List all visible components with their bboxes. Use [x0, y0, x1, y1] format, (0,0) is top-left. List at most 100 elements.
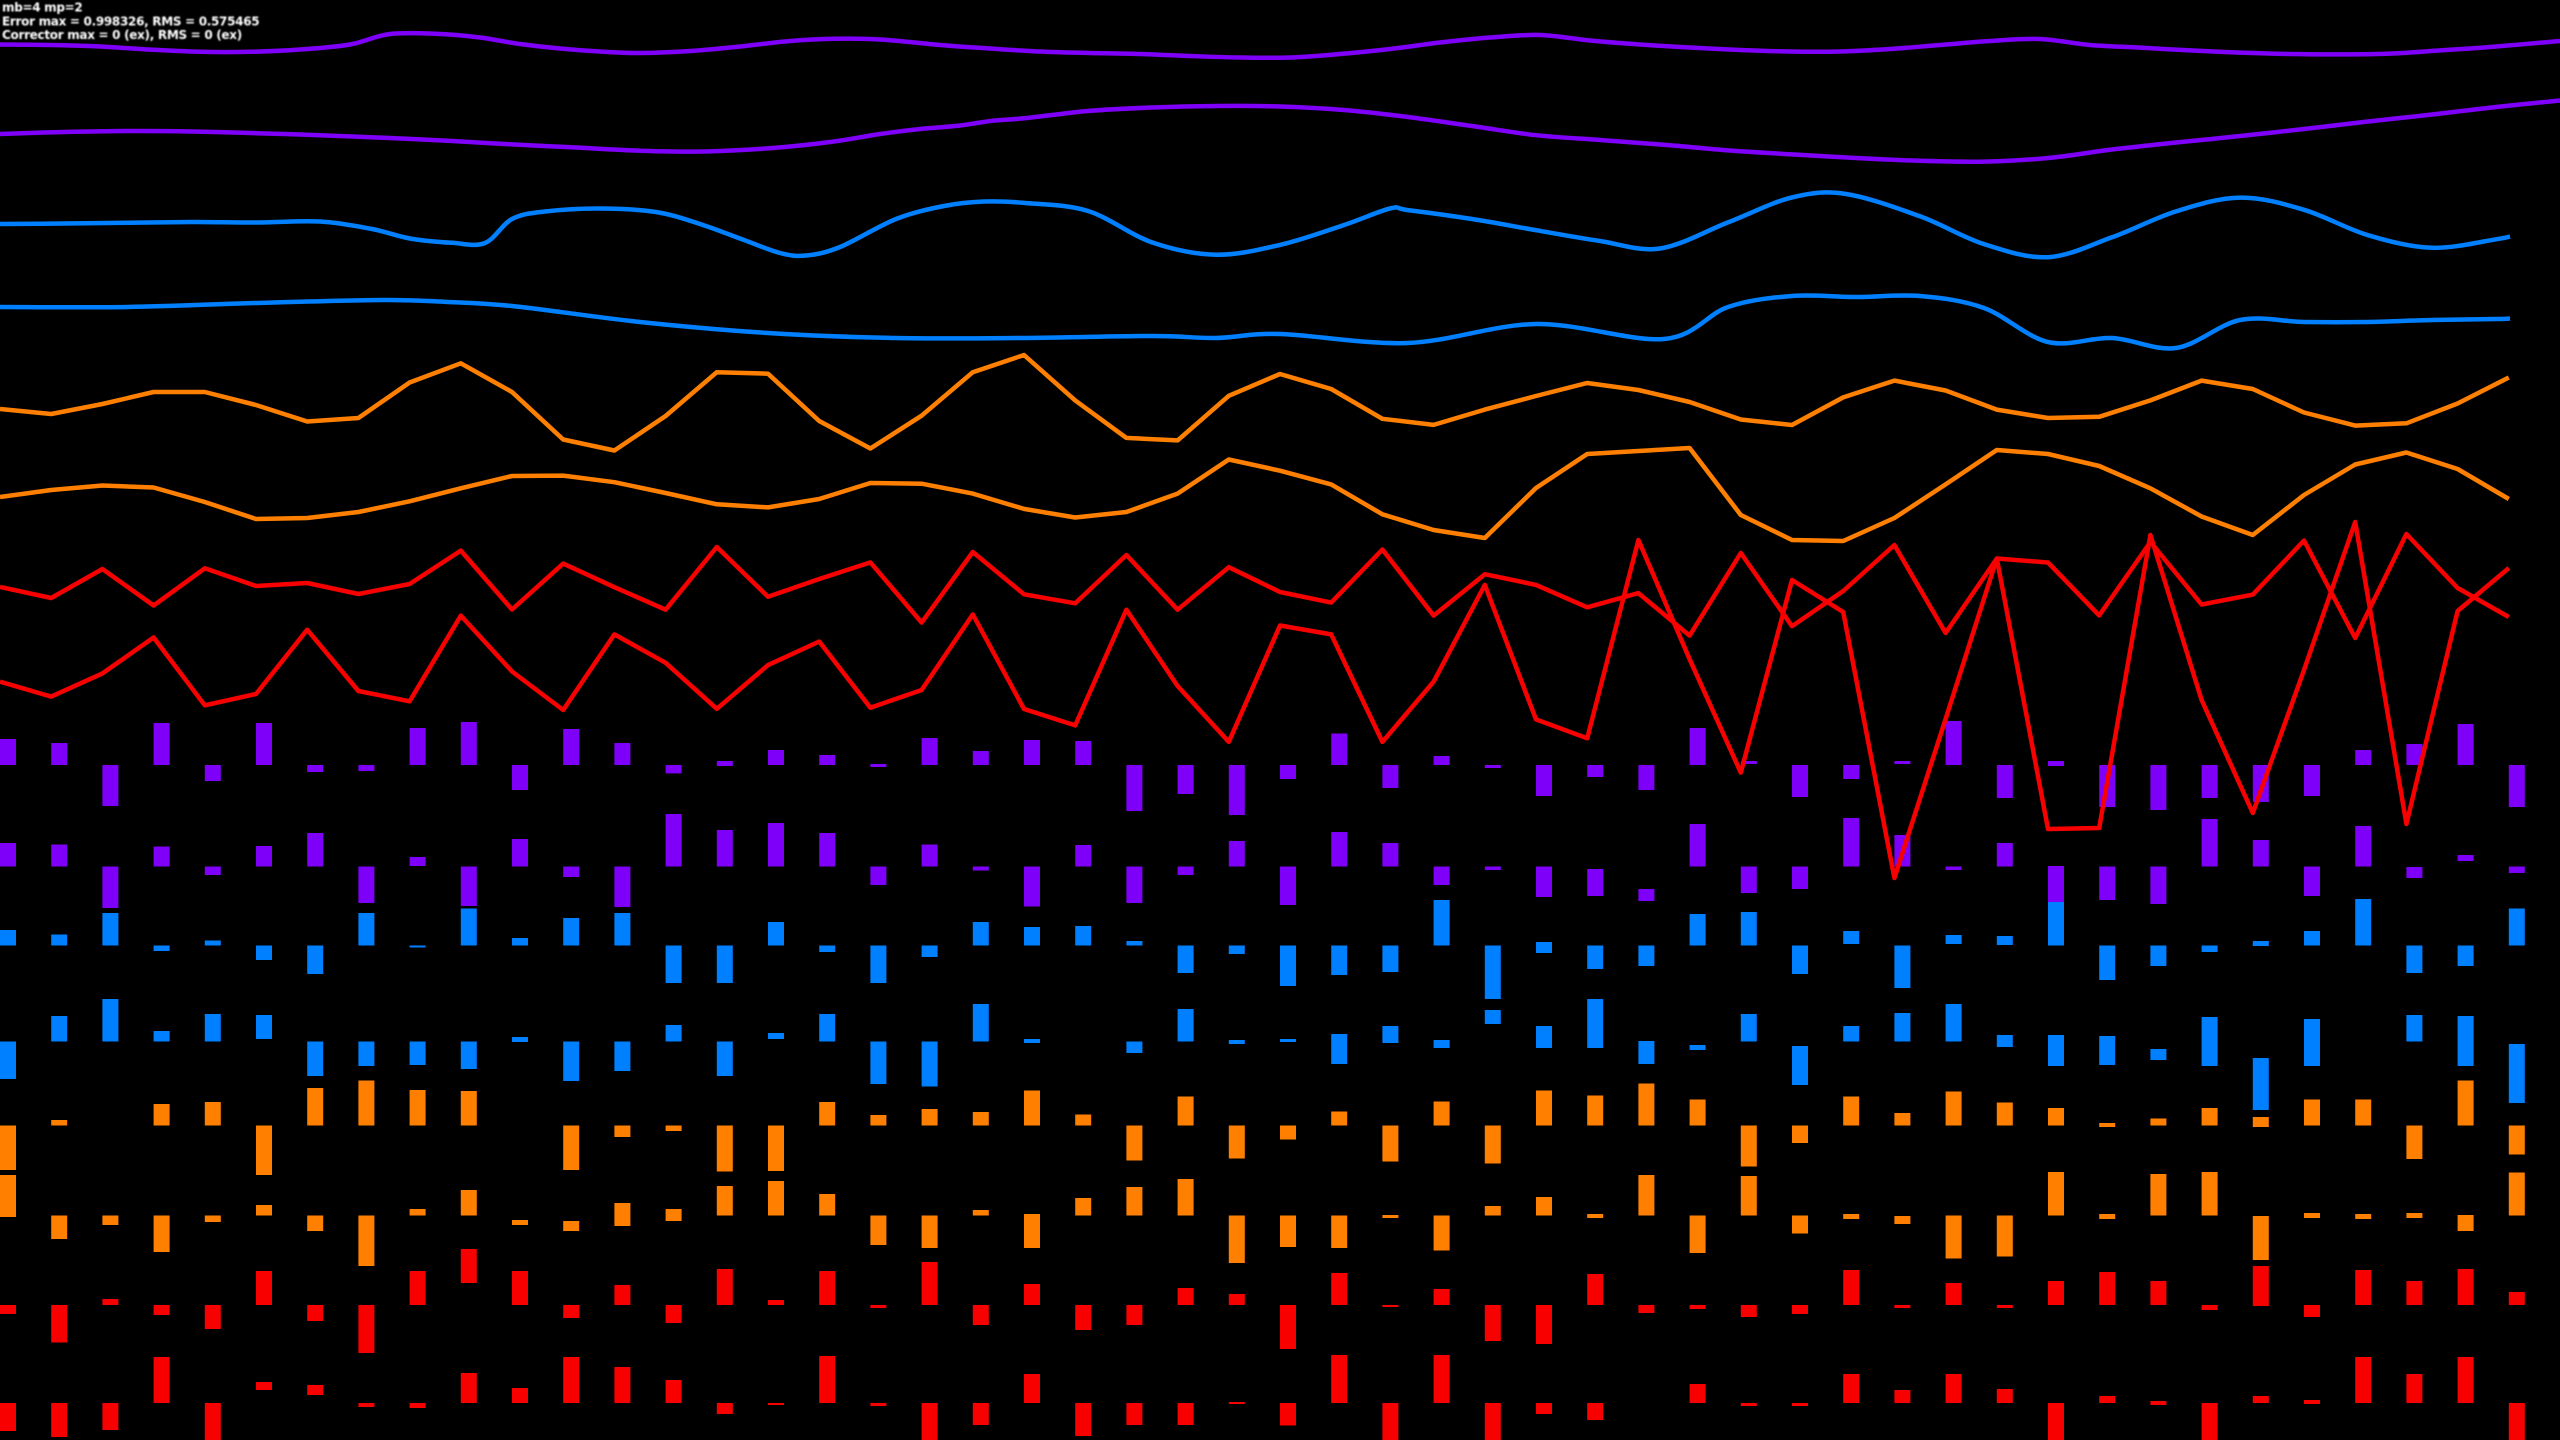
bars-1-red-bar [2457, 1269, 2474, 1305]
bars-2-purple-bar [1689, 824, 1706, 867]
bars-1-blue-bar [870, 945, 887, 983]
bars-2-red-bar [1382, 1403, 1399, 1440]
bars-1-blue-bar [1382, 945, 1399, 972]
bars-2-red-bar [2457, 1357, 2474, 1403]
bars-1-purple-bar [1433, 756, 1450, 765]
bars-2-red-bar [1792, 1403, 1808, 1406]
bars-1-orange-bar [2406, 1125, 2423, 1159]
bars-2-blue-bar [1126, 1041, 1143, 1053]
bars-1-red-bar [563, 1305, 580, 1318]
bars-1-blue-bar [0, 930, 16, 946]
bars-1-orange-bar [1075, 1114, 1092, 1126]
bars-1-blue-bar [1843, 931, 1860, 944]
bars-1-orange-bar [1382, 1125, 1399, 1162]
bars-1-purple-bar [1536, 765, 1552, 796]
bars-1-purple-bar [2508, 765, 2525, 807]
bars-1-purple-bar [256, 723, 272, 765]
bars-2-red-bar [819, 1356, 836, 1403]
bars-2-red-bar [2099, 1396, 2116, 1403]
bars-2-blue-bar [358, 1041, 375, 1066]
bars-1-red-bar [921, 1262, 938, 1305]
bars-2-orange-bar [2508, 1172, 2525, 1216]
bars-2-blue-bar [51, 1016, 68, 1042]
bars-2-purple-bar [1280, 866, 1296, 905]
bars-2-orange-bar [1228, 1215, 1245, 1263]
bars-1-red-bar [819, 1271, 836, 1305]
bars-2-orange-bar [256, 1205, 272, 1216]
bars-2-purple-bar [1740, 866, 1757, 893]
bars-2-purple-bar [256, 846, 272, 867]
bars-1-red-bar [460, 1249, 477, 1283]
bars-2-purple-bar [1024, 866, 1040, 907]
bars-1-red-bar [307, 1305, 324, 1321]
bars-2-purple-bar [1484, 866, 1501, 870]
bars-1-blue-bar [819, 945, 836, 952]
bars-1-purple-bar [1280, 765, 1296, 779]
bars-1-purple-bar [1945, 721, 1962, 765]
bars-2-red-bar [102, 1403, 119, 1430]
bars-1-blue-bar [1484, 945, 1501, 999]
bars-2-blue-bar [972, 1004, 989, 1042]
bars-2-blue-bar [1894, 1013, 1911, 1042]
bars-2-purple-bar [2406, 867, 2423, 878]
bars-2-purple-bar [972, 866, 989, 871]
header-line1: mb=4 mp=2 [2, 1, 82, 15]
bars-2-purple-bar [2252, 840, 2269, 867]
bars-1-red-bar [1996, 1305, 2013, 1308]
bars-2-red-bar [665, 1380, 682, 1403]
bars-2-blue-bar [768, 1033, 784, 1039]
bars-1-orange-bar [204, 1102, 221, 1126]
bars-2-purple-bar [358, 866, 375, 903]
wave-2-red-line [0, 519, 2511, 881]
bars-1-red-bar [1792, 1305, 1808, 1314]
bars-2-red-bar [870, 1403, 887, 1406]
bars-2-orange-bar [460, 1190, 477, 1216]
bars-1-purple-bar [1382, 765, 1399, 788]
bars-1-red-bar [1945, 1283, 1962, 1305]
bars-1-purple-bar [1177, 765, 1194, 794]
bars-2-red-bar [1126, 1403, 1143, 1425]
bars-1-purple-bar [2457, 724, 2474, 765]
bars-1-orange-bar [1894, 1113, 1911, 1126]
bars-1-orange-bar [2048, 1108, 2064, 1126]
bars-2-purple-bar [1075, 845, 1092, 867]
bars-1-red-bar [512, 1271, 528, 1305]
bars-2-purple-bar [1228, 841, 1245, 867]
bars-1-orange-bar [1126, 1125, 1143, 1161]
bars-2-red-bar [460, 1373, 477, 1403]
bars-1-blue-bar [1740, 912, 1757, 946]
bars-2-purple-bar [1536, 866, 1552, 897]
bars-1-purple-bar [1484, 765, 1501, 768]
bars-1-blue-bar [102, 913, 119, 946]
bars-1-orange-bar [972, 1112, 989, 1126]
bars-2-blue-bar [204, 1014, 221, 1042]
bars-1-blue-bar [1177, 945, 1194, 973]
bars-2-blue-bar [2150, 1049, 2167, 1060]
bars-2-orange-bar [512, 1220, 528, 1225]
bars-2-red-bar [972, 1403, 989, 1425]
bars-1-orange-bar [1638, 1083, 1655, 1126]
bars-2-blue-bar [614, 1041, 631, 1071]
bars-2-orange-bar [51, 1215, 68, 1239]
bars-2-purple-bar [614, 866, 631, 907]
bars-2-purple-bar [768, 823, 784, 867]
bars-2-purple-bar [921, 844, 938, 867]
bars-1-red-bar [1331, 1273, 1348, 1305]
bars-1-red-bar [716, 1269, 733, 1305]
bars-2-red-bar [409, 1403, 426, 1408]
bars-2-blue-bar [0, 1041, 16, 1079]
bars-1-orange-bar [1587, 1095, 1604, 1126]
bars-1-red-bar [1689, 1305, 1706, 1309]
bars-2-purple-bar [1996, 843, 2013, 867]
bars-2-orange-bar [1177, 1179, 1194, 1216]
bars-1-orange-bar [921, 1109, 938, 1126]
bars-1-blue-bar [2252, 941, 2269, 946]
bars-1-blue-bar [1638, 945, 1655, 966]
bars-2-purple-bar [460, 866, 477, 906]
bars-2-blue-bar [256, 1015, 272, 1039]
bars-1-red-bar [2508, 1292, 2525, 1305]
bars-2-purple-bar [102, 866, 119, 908]
bars-2-blue-bar [307, 1041, 324, 1076]
bars-1-purple-bar [409, 728, 426, 765]
